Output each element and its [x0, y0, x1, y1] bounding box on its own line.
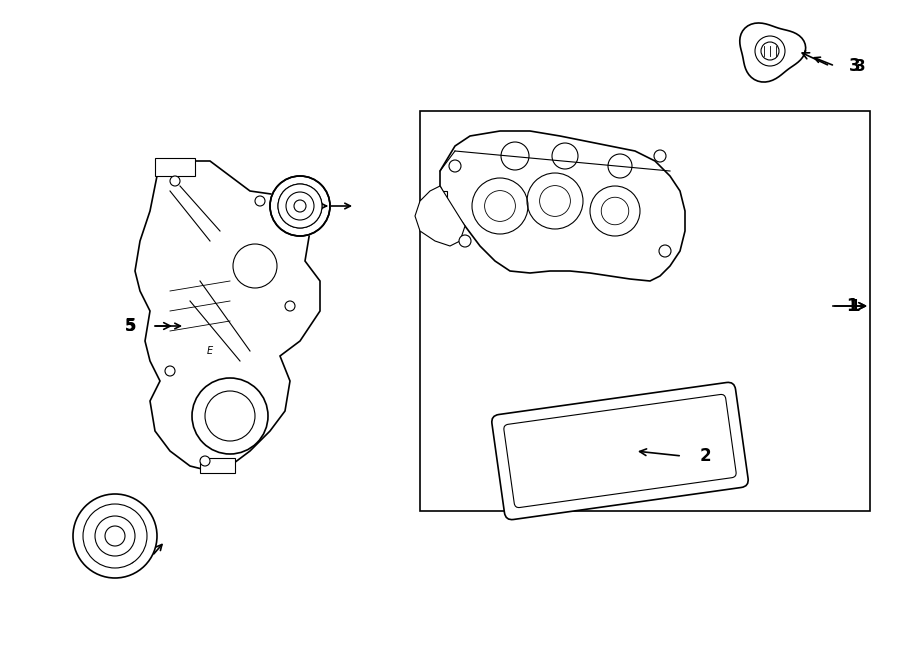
Text: 4: 4: [300, 198, 310, 214]
FancyBboxPatch shape: [504, 395, 736, 508]
Text: 4: 4: [299, 197, 310, 215]
Circle shape: [255, 196, 265, 206]
Circle shape: [659, 245, 671, 257]
Text: 3: 3: [855, 59, 865, 73]
Circle shape: [170, 176, 180, 186]
Text: 6: 6: [124, 550, 136, 568]
Bar: [435, 191, 447, 216]
Circle shape: [83, 504, 147, 568]
FancyBboxPatch shape: [491, 382, 748, 520]
Circle shape: [200, 456, 210, 466]
Circle shape: [165, 366, 175, 376]
Polygon shape: [415, 186, 465, 246]
Bar: [200, 458, 235, 473]
Circle shape: [459, 235, 471, 247]
Circle shape: [294, 200, 306, 212]
Circle shape: [761, 42, 779, 60]
Circle shape: [285, 301, 295, 311]
Text: 3: 3: [850, 57, 860, 75]
Text: 1: 1: [850, 299, 860, 313]
Text: 1: 1: [846, 297, 858, 315]
Polygon shape: [135, 161, 320, 471]
Circle shape: [269, 175, 331, 237]
FancyBboxPatch shape: [155, 158, 195, 176]
Text: 6: 6: [124, 549, 135, 563]
Text: 5: 5: [125, 319, 135, 334]
Text: E: E: [207, 346, 213, 356]
Circle shape: [73, 494, 157, 578]
Text: 5: 5: [124, 317, 136, 335]
Circle shape: [449, 160, 461, 172]
Polygon shape: [440, 131, 685, 281]
Circle shape: [286, 192, 314, 220]
Text: 2: 2: [699, 447, 711, 465]
Bar: [420, 111, 870, 511]
Text: 2: 2: [705, 449, 716, 463]
Polygon shape: [740, 23, 806, 82]
Circle shape: [95, 516, 135, 556]
Circle shape: [105, 526, 125, 546]
Circle shape: [278, 184, 322, 228]
Circle shape: [654, 150, 666, 162]
